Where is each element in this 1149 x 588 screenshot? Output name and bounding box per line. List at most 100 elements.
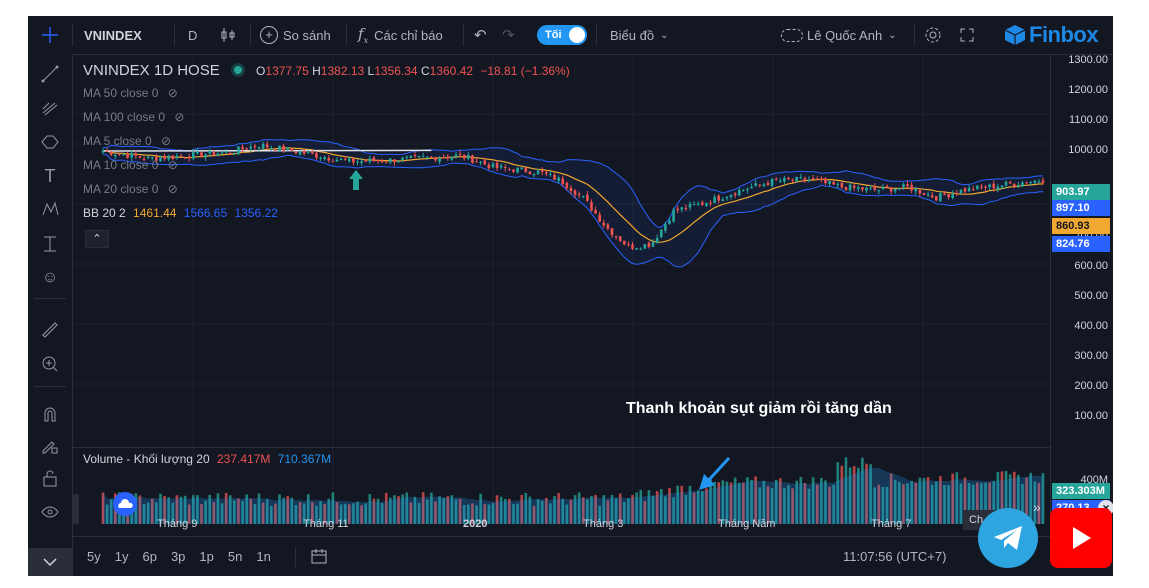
eye-off-icon[interactable]: ⊘	[167, 158, 178, 172]
price-axis[interactable]: 1300.001200.001100.001000.00700.00600.00…	[1050, 54, 1113, 534]
volume-bar	[590, 495, 593, 524]
candle-body	[926, 194, 930, 196]
candle-body	[286, 147, 290, 150]
eye-off-icon[interactable]: ⊘	[174, 110, 185, 124]
candle-body	[499, 165, 503, 168]
undo-icon[interactable]: ↶	[474, 27, 487, 44]
indicator-ma100[interactable]: MA 100 close 0 ⊘	[83, 110, 185, 124]
chart-type-dropdown[interactable]: Biểu đồ ⌄	[610, 16, 668, 54]
indicator-ma50[interactable]: MA 50 close 0 ⊘	[83, 86, 178, 100]
fib-tool-icon[interactable]	[28, 94, 72, 122]
volume-bar	[934, 481, 938, 524]
emoji-icon[interactable]: ☺	[41, 269, 59, 286]
volume-bar	[253, 504, 257, 524]
ruler-icon[interactable]	[28, 316, 72, 344]
range-button-1y[interactable]: 1y	[114, 549, 129, 564]
trend-line-icon[interactable]	[28, 60, 72, 88]
collapse-toolbar-icon[interactable]	[28, 548, 72, 576]
candle-body	[934, 196, 938, 201]
scroll-right-button[interactable]: »	[1033, 499, 1041, 515]
volume-legend[interactable]: Volume - Khối lượng 20 237.417M 710.367M	[83, 452, 331, 466]
candle-type-icon[interactable]	[220, 16, 236, 54]
collapse-legend-button[interactable]: ⌃	[85, 230, 109, 248]
candle-body	[1004, 181, 1008, 186]
projection-icon[interactable]	[28, 230, 72, 258]
candle-body	[269, 148, 273, 150]
date-range-icon[interactable]	[311, 548, 327, 569]
lock-icon[interactable]	[28, 464, 72, 492]
candle-body	[109, 151, 113, 155]
candle-body	[799, 177, 803, 179]
range-button-5n[interactable]: 5n	[227, 549, 243, 564]
dark-mode-toggle[interactable]: Tối	[537, 16, 587, 54]
candle-body	[528, 171, 532, 175]
scroll-left-handle[interactable]	[73, 494, 79, 524]
eye-off-icon[interactable]: ⊘	[161, 134, 172, 148]
text-tool-icon[interactable]: T	[44, 165, 56, 186]
candle-body	[118, 153, 121, 155]
symbol-button[interactable]: VNINDEX	[84, 27, 142, 43]
candle-body	[676, 208, 679, 211]
volume-value-2: 710.367M	[277, 452, 332, 466]
brand-name: Finbox	[1029, 22, 1099, 47]
candle-body	[758, 184, 762, 186]
finbox-logo: Finbox	[1003, 16, 1099, 54]
indicator-ma10[interactable]: MA 10 close 0 ⊘	[83, 158, 178, 172]
volume-bar	[918, 477, 922, 524]
volume-bar	[861, 457, 864, 524]
range-button-5y[interactable]: 5y	[87, 549, 101, 564]
user-menu[interactable]: Lê Quốc Anh ⌄	[781, 16, 897, 54]
candle-body	[565, 182, 569, 189]
eye-off-icon[interactable]: ⊘	[167, 86, 178, 100]
pattern-icon[interactable]	[28, 196, 72, 224]
shape-icon[interactable]	[28, 128, 72, 156]
volume-bar	[1000, 471, 1004, 524]
zoom-in-icon[interactable]	[28, 350, 72, 378]
candle-body	[549, 173, 552, 175]
candle-body	[372, 157, 376, 161]
candle-body	[446, 156, 450, 159]
eye-off-icon[interactable]: ⊘	[167, 182, 178, 196]
magnet-icon[interactable]	[28, 400, 72, 428]
candle-body	[635, 248, 638, 250]
lock-drawing-icon[interactable]	[28, 432, 72, 460]
redo-icon[interactable]: ↷	[502, 27, 515, 44]
volume-bar	[754, 476, 757, 524]
fullscreen-icon[interactable]	[960, 16, 974, 54]
volume-bar	[241, 500, 244, 524]
time-axis[interactable]: Tháng 9 Tháng 11 2020 Tháng 3 Tháng Năm …	[73, 510, 1050, 536]
indicators-button[interactable]: fx Các chỉ báo	[358, 16, 443, 54]
volume-bar	[196, 495, 199, 524]
indicator-ma5[interactable]: MA 5 close 0 ⊘	[83, 134, 172, 148]
volume-bar	[1037, 483, 1041, 524]
candle-body	[417, 155, 421, 158]
candle-body	[306, 152, 310, 154]
candle-body	[737, 189, 741, 196]
volume-bar	[146, 502, 150, 524]
candle-body	[1017, 185, 1020, 187]
youtube-button[interactable]	[1050, 508, 1112, 568]
range-button-6p[interactable]: 6p	[142, 549, 157, 564]
candle-body	[553, 174, 556, 180]
volume-pane-divider[interactable]	[73, 447, 1050, 448]
volume-bar	[495, 495, 499, 524]
interval-button[interactable]: D	[188, 27, 198, 43]
volume-bar	[368, 494, 372, 524]
clock-readout[interactable]: 11:07:56 (UTC+7)	[843, 549, 947, 564]
price-chart-area[interactable]: VNINDEX 1D HOSE O1377.75 H1382.13 L1356.…	[73, 54, 1050, 534]
volume-bar	[536, 499, 540, 524]
range-button-1n[interactable]: 1n	[256, 549, 271, 564]
crosshair-icon[interactable]	[28, 16, 72, 54]
telegram-button[interactable]	[978, 508, 1038, 568]
indicator-bb[interactable]: BB 20 2 1461.44 1566.65 1356.22	[83, 206, 278, 220]
range-button-3p[interactable]: 3p	[170, 549, 186, 564]
user-name: Lê Quốc Anh	[807, 27, 883, 43]
eye-icon[interactable]	[28, 498, 72, 526]
compare-button[interactable]: + So sánh	[260, 16, 331, 54]
volume-bar	[356, 501, 359, 524]
gear-icon[interactable]	[924, 16, 942, 54]
time-label: 2020	[463, 518, 488, 530]
candle-body	[639, 248, 643, 250]
range-button-1p[interactable]: 1p	[199, 549, 214, 564]
indicator-ma20[interactable]: MA 20 close 0 ⊘	[83, 182, 178, 196]
